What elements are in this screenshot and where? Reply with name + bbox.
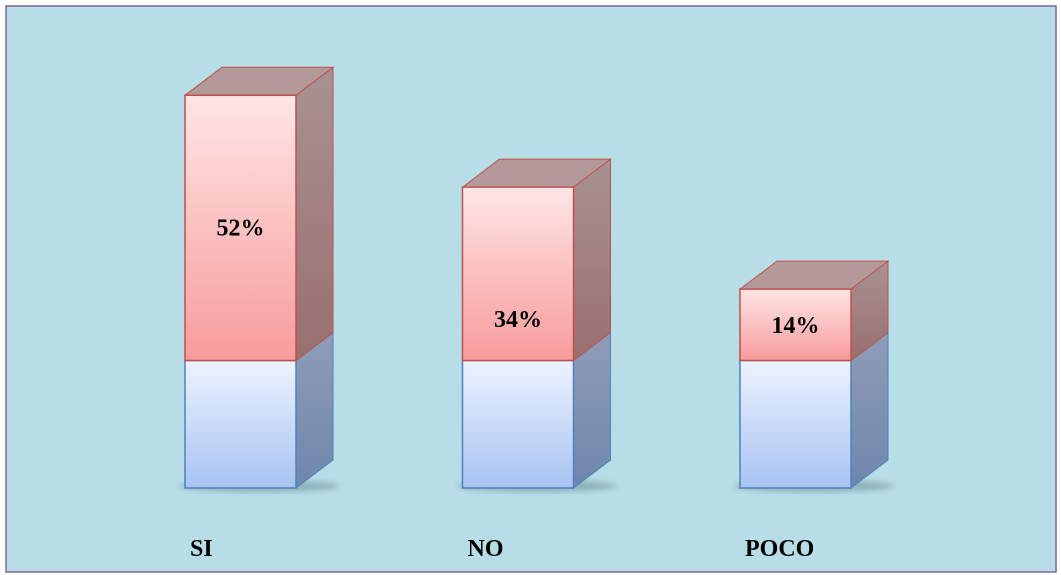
bar-poco-base-segment (739, 359, 852, 489)
category-label-si: SI (190, 536, 213, 562)
bar-no-value-segment (461, 186, 575, 362)
bar-si: 52% (179, 66, 339, 492)
bar-si-base-segment (184, 359, 297, 489)
category-label-no: NO (468, 536, 504, 562)
bar-no-base-segment (461, 359, 575, 489)
data-label-no: 34% (494, 307, 542, 333)
bar-si-value-side (295, 66, 334, 362)
bar-no-value-side (573, 158, 611, 362)
bar-no: 34% (456, 158, 617, 492)
bar-poco-value-segment (739, 288, 852, 362)
data-label-si: 52% (217, 215, 265, 241)
data-label-poco: 14% (772, 313, 820, 339)
category-labels: SI NO POCO (190, 536, 814, 562)
bar-si-value-segment (184, 94, 297, 362)
bar-poco: 14% (734, 260, 894, 492)
category-label-poco: POCO (745, 536, 814, 562)
bars-group: 52% 34% 14% (179, 66, 894, 492)
